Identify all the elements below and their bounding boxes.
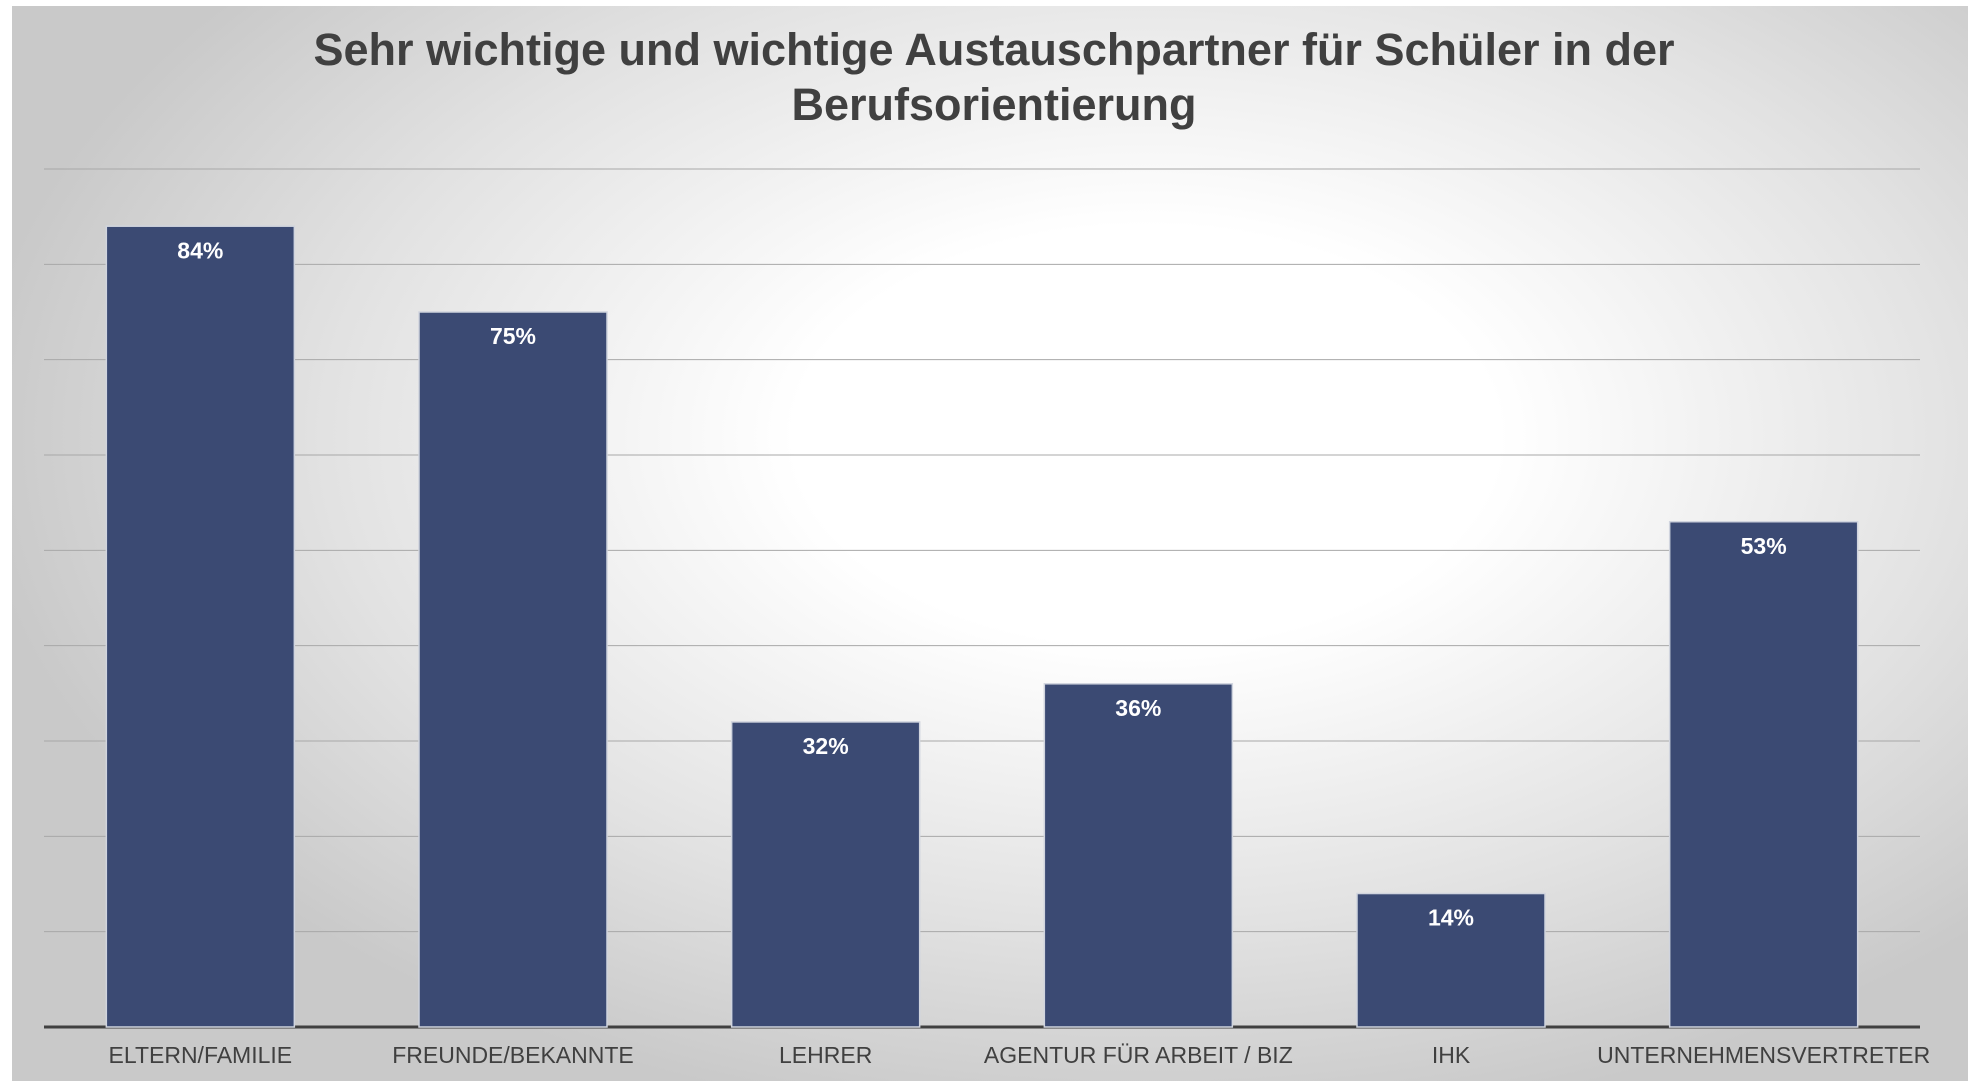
bar — [418, 311, 608, 1028]
bar — [1043, 683, 1234, 1028]
data-label: 53% — [1741, 533, 1787, 559]
x-tick-label: ELTERN/FAMILIE — [109, 1042, 293, 1068]
x-tick-label: UNTERNEHMENSVERTRETER — [1597, 1042, 1930, 1068]
chart-title: Sehr wichtige und wichtige Austauschpart… — [313, 24, 1675, 130]
data-label: 14% — [1428, 905, 1474, 931]
bar — [105, 225, 296, 1028]
data-label: 75% — [490, 323, 536, 349]
bar — [730, 721, 921, 1028]
bar — [1668, 520, 1859, 1028]
chart-background — [12, 6, 1968, 1081]
x-tick-label: AGENTUR FÜR ARBEIT / BIZ — [984, 1042, 1293, 1068]
data-label: 32% — [803, 733, 849, 759]
x-tick-label: FREUNDE/BEKANNTE — [392, 1042, 634, 1068]
x-tick-label: IHK — [1432, 1042, 1471, 1068]
bar — [1356, 892, 1546, 1028]
x-tick-label: LEHRER — [779, 1042, 872, 1068]
data-label: 36% — [1115, 695, 1161, 721]
data-label: 84% — [177, 237, 223, 263]
